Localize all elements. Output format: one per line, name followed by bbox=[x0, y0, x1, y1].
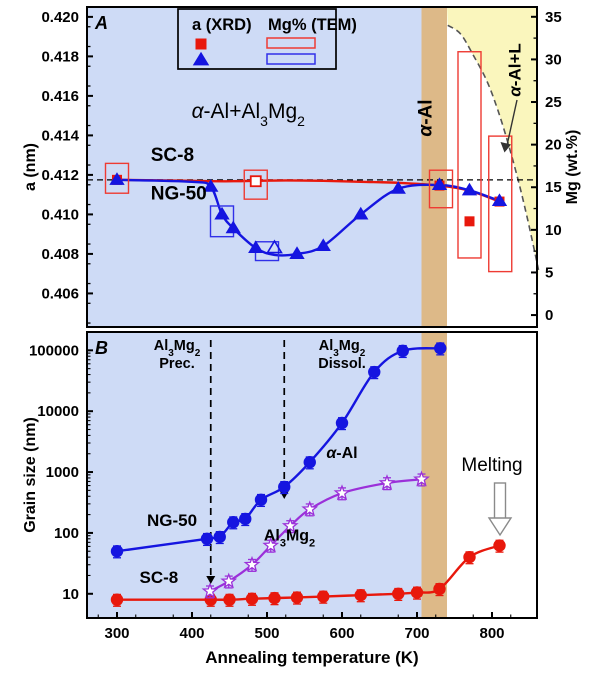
svg-text:10: 10 bbox=[62, 586, 79, 603]
svg-text:NG-50: NG-50 bbox=[147, 511, 197, 530]
svg-text:0.408: 0.408 bbox=[41, 246, 79, 263]
svg-text:SC-8: SC-8 bbox=[151, 145, 194, 166]
svg-text:1000: 1000 bbox=[46, 464, 79, 481]
svg-text:300: 300 bbox=[104, 625, 129, 642]
svg-text:0.406: 0.406 bbox=[41, 285, 79, 302]
svg-text:20: 20 bbox=[545, 137, 562, 154]
svg-text:Mg (wt.%): Mg (wt.%) bbox=[564, 130, 581, 205]
svg-text:Grain size (nm): Grain size (nm) bbox=[22, 417, 39, 533]
svg-text:0.418: 0.418 bbox=[41, 48, 79, 65]
svg-text:0.412: 0.412 bbox=[41, 167, 79, 184]
svg-text:SC-8: SC-8 bbox=[140, 568, 179, 587]
svg-text:a (XRD): a (XRD) bbox=[192, 16, 252, 34]
svg-text:0.414: 0.414 bbox=[41, 127, 79, 144]
svg-text:25: 25 bbox=[545, 94, 562, 111]
svg-text:400: 400 bbox=[179, 625, 204, 642]
svg-text:0: 0 bbox=[545, 307, 553, 324]
svg-text:A: A bbox=[94, 13, 108, 33]
svg-text:600: 600 bbox=[329, 625, 354, 642]
svg-text:Melting: Melting bbox=[461, 455, 522, 476]
svg-text:800: 800 bbox=[479, 625, 504, 642]
svg-text:Prec.: Prec. bbox=[159, 356, 194, 372]
svg-text:10: 10 bbox=[545, 222, 562, 239]
svg-text:30: 30 bbox=[545, 51, 562, 68]
svg-text:0.416: 0.416 bbox=[41, 88, 79, 105]
svg-text:700: 700 bbox=[404, 625, 429, 642]
svg-text:Annealing temperature (K): Annealing temperature (K) bbox=[205, 648, 418, 667]
svg-text:10000: 10000 bbox=[37, 403, 79, 420]
svg-text:100000: 100000 bbox=[29, 342, 79, 359]
svg-text:35: 35 bbox=[545, 9, 562, 26]
svg-text:Mg% (TEM): Mg% (TEM) bbox=[268, 16, 357, 34]
svg-text:NG-50: NG-50 bbox=[151, 184, 207, 205]
svg-text:α-Al: α-Al bbox=[326, 445, 357, 462]
svg-text:α-Al: α-Al bbox=[416, 99, 437, 136]
svg-text:B: B bbox=[95, 338, 108, 358]
svg-text:100: 100 bbox=[54, 525, 79, 542]
svg-text:0.410: 0.410 bbox=[41, 206, 79, 223]
svg-text:α-Al+L: α-Al+L bbox=[506, 43, 525, 97]
svg-text:5: 5 bbox=[545, 264, 553, 281]
svg-text:0.420: 0.420 bbox=[41, 9, 79, 26]
svg-text:a (nm): a (nm) bbox=[22, 143, 39, 191]
svg-text:15: 15 bbox=[545, 179, 562, 196]
svg-text:500: 500 bbox=[254, 625, 279, 642]
svg-text:Dissol.: Dissol. bbox=[318, 356, 366, 372]
